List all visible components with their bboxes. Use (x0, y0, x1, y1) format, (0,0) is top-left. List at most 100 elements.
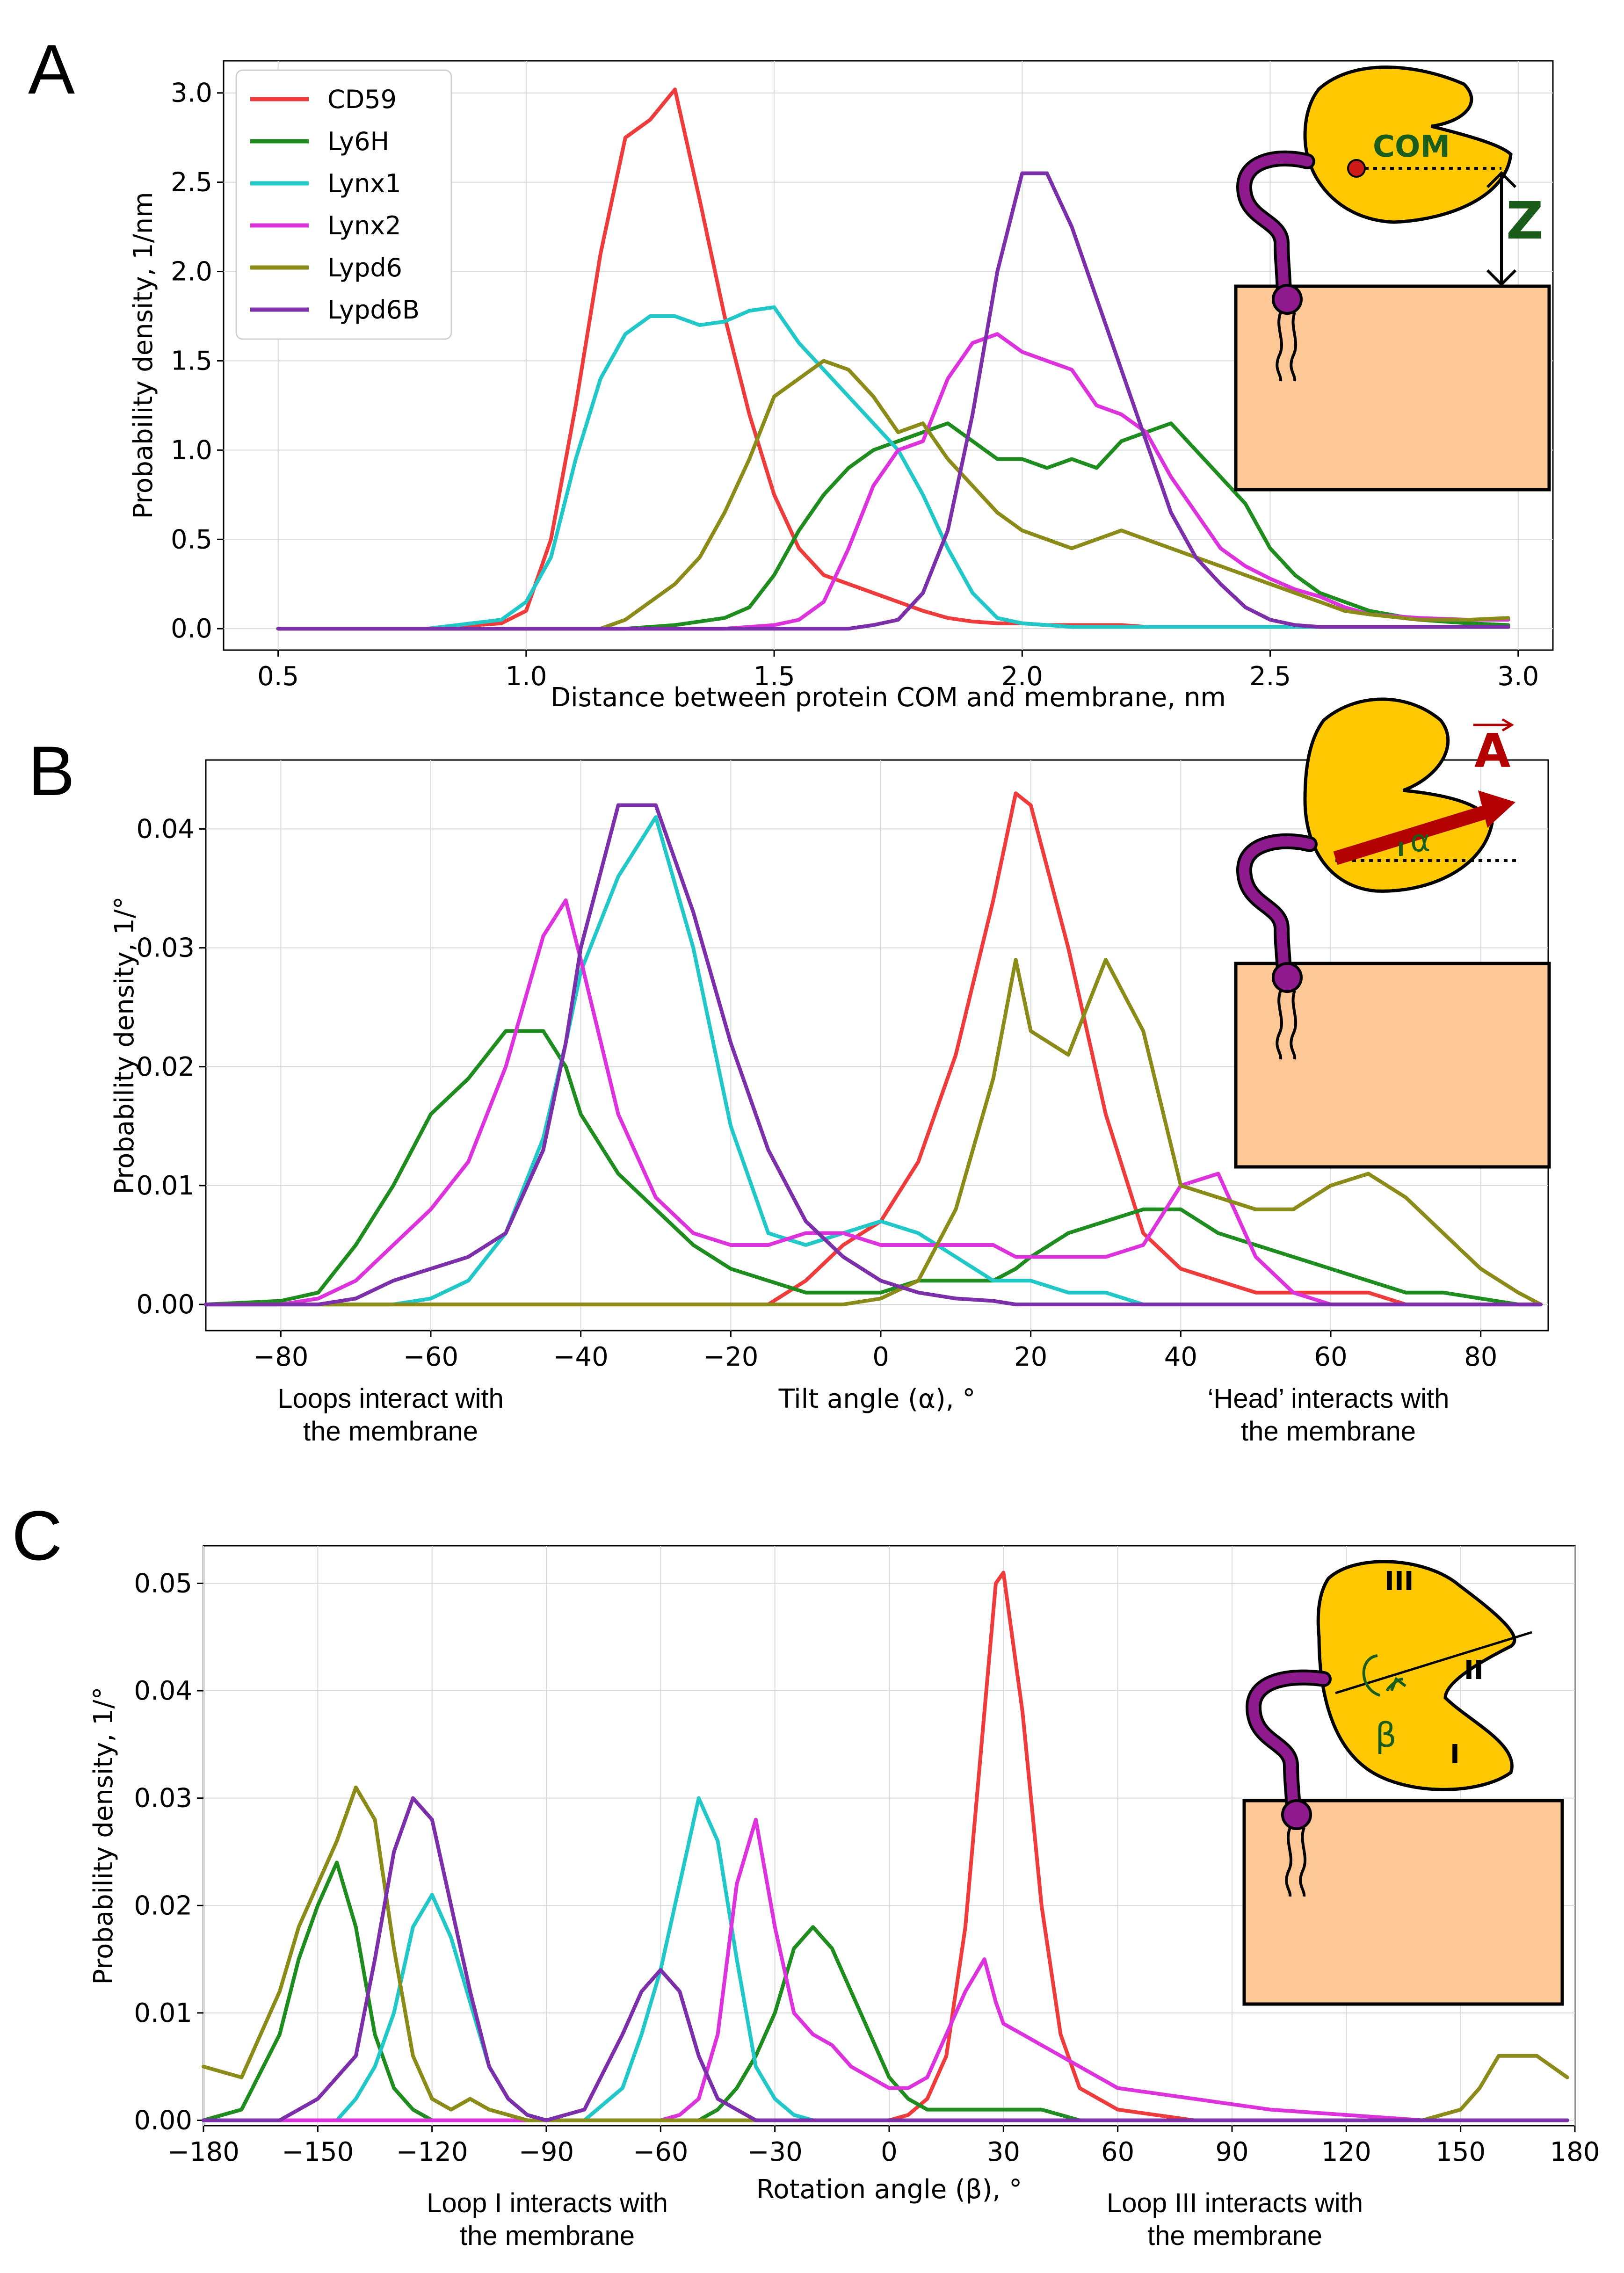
legend-label-lypd6b: Lypd6B (327, 295, 420, 325)
rotation-axis-line (1335, 1631, 1532, 1694)
annotation-c-right-line2: the membrane (1147, 2221, 1322, 2251)
y-tick-label: 0.03 (136, 933, 195, 963)
x-tick-label: −30 (747, 2137, 803, 2167)
x-tick-label: 0.5 (257, 661, 299, 692)
y-tick-label: 0.01 (136, 1171, 195, 1201)
vector-arrow-head (1478, 790, 1515, 828)
x-tick-label: 1.5 (754, 661, 795, 692)
rotation-arrow-icon (1362, 1654, 1381, 1697)
com-dot-icon (1347, 159, 1366, 178)
x-tick-label: 150 (1436, 2137, 1486, 2167)
y-tick-label: 0.02 (134, 1890, 192, 1921)
lipid-head-icon (1272, 284, 1303, 315)
x-tick-label: 1.0 (505, 661, 547, 692)
panel-letter-a: A (28, 30, 75, 109)
plot-frame-a (223, 60, 1554, 651)
x-tick-label: 2.0 (1001, 661, 1043, 692)
inset-c: β III II I (1242, 1560, 1564, 2006)
z-arrow-head-bottom (1486, 269, 1517, 287)
y-tick-label: 0.04 (134, 1676, 192, 1706)
x-tick-label: −80 (253, 1342, 308, 1372)
chart-b: −80 −60 −40 −20 0 20 40 60 80 0.00 0.01 0.02 0.03 0.0… (109, 760, 1548, 1414)
lipid-tail-icon (1276, 990, 1283, 1060)
x-tick-label: 30 (987, 2137, 1020, 2167)
lipid-tail-icon (1299, 1827, 1307, 1897)
series-line-lypd6-b (204, 958, 1543, 1307)
x-tick-label: −150 (282, 2137, 354, 2167)
annotation-b-left-line2: the membrane (303, 1416, 478, 1447)
y-tick-label: 0.01 (134, 1998, 192, 2028)
x-axis-label: Distance between protein COM and membran… (551, 682, 1226, 713)
inset-a: COM Z (1234, 65, 1551, 492)
beta-label: β (1375, 1716, 1397, 1755)
inset-b: α A (1234, 697, 1551, 1169)
loop-label-i: I (1450, 1739, 1460, 1770)
x-tick-label: 3.0 (1497, 661, 1539, 692)
y-tick-label: 0.04 (136, 814, 195, 844)
protein-blob-icon (1316, 1560, 1516, 1791)
x-tick-label: 60 (1314, 1342, 1347, 1372)
x-tick-label: 90 (1215, 2137, 1248, 2167)
x-axis-label: Rotation angle (β), ° (756, 2174, 1022, 2205)
x-tick-label: 0 (881, 2137, 898, 2167)
y-tick-label: 0.0 (171, 614, 212, 644)
membrane-box-icon (1234, 284, 1551, 492)
y-tick-label: 2.0 (171, 257, 212, 287)
y-axis-label: Probability density, 1/nm (128, 192, 159, 519)
lipid-tail-icon (1276, 311, 1283, 382)
legend-label-cd59: CD59 (327, 85, 397, 114)
x-tick-label: −60 (403, 1342, 458, 1372)
lipid-anchor-icon (1239, 836, 1315, 980)
y-tick-label: 0.03 (134, 1783, 192, 1814)
loop-label-ii: II (1464, 1655, 1484, 1686)
annotation-c-left-line2: the membrane (460, 2221, 635, 2251)
lipid-anchor-icon (1239, 153, 1312, 302)
annotation-b-right-line1: ‘Head’ interacts with (1208, 1383, 1450, 1414)
z-arrow-head-top (1486, 171, 1517, 188)
series-line-lynx1-a (276, 305, 1510, 631)
com-label: COM (1373, 130, 1450, 164)
chart-c: −180 −150 −120 −90 −60 −30 0 30 60 90 120 150 180 0.0… (88, 1546, 1600, 2205)
x-axis-label: Tilt angle (α), ° (778, 1384, 976, 1414)
loop-label-iii: III (1385, 1566, 1414, 1597)
rotation-arrow-head (1390, 1677, 1406, 1692)
x-tick-label: 80 (1464, 1342, 1497, 1372)
lipid-head-icon (1281, 1799, 1312, 1830)
y-tick-label: 2.5 (171, 167, 212, 198)
legend-label-ly6h: Ly6H (327, 127, 389, 156)
series-line-lypd6-a (276, 359, 1510, 631)
x-tick-label: 40 (1164, 1342, 1197, 1372)
lipid-anchor-outline (1236, 833, 1318, 983)
y-tick-label: 0.05 (134, 1568, 192, 1599)
x-tick-label: −120 (396, 2137, 468, 2167)
membrane-box-icon (1234, 962, 1551, 1169)
y-tick-label: 1.5 (171, 346, 212, 376)
series-line-lynx2-c (202, 1817, 1569, 2122)
y-tick-label: 0.5 (171, 524, 212, 555)
x-tick-label: −60 (633, 2137, 688, 2167)
legend-label-lypd6: Lypd6 (327, 253, 402, 282)
x-tick-label: −40 (553, 1342, 609, 1372)
lipid-tail-icon (1285, 1827, 1292, 1897)
y-tick-label: 0.00 (134, 2106, 192, 2136)
lipid-anchor-icon (1248, 1672, 1329, 1817)
x-tick-label: −20 (703, 1342, 758, 1372)
y-tick-label: 0.02 (136, 1052, 195, 1082)
series-line-lypd6b-b (204, 803, 1543, 1307)
lipid-head-icon (1272, 962, 1303, 993)
legend-box (235, 69, 452, 340)
vector-arrow-icon (1333, 804, 1490, 865)
annotation-c-left-line1: Loop I interacts with (427, 2188, 668, 2218)
y-tick-label: 0.00 (136, 1289, 195, 1320)
panel-letter-c: C (12, 1496, 62, 1575)
legend: CD59 Ly6H Lynx1 Lynx2 Lypd6 Lypd6B (235, 69, 452, 340)
protein-blob-icon (1303, 697, 1494, 893)
series-line-lynx2-b (204, 898, 1543, 1307)
x-tick-label: −90 (519, 2137, 574, 2167)
annotation-b-left-line1: Loops interact with (277, 1383, 504, 1414)
x-tick-label: 120 (1321, 2137, 1371, 2167)
x-tick-label: −180 (167, 2137, 239, 2167)
annotation-c-right-line1: Loop III interacts with (1107, 2188, 1363, 2218)
series-line-lypd6b-a (276, 171, 1510, 631)
